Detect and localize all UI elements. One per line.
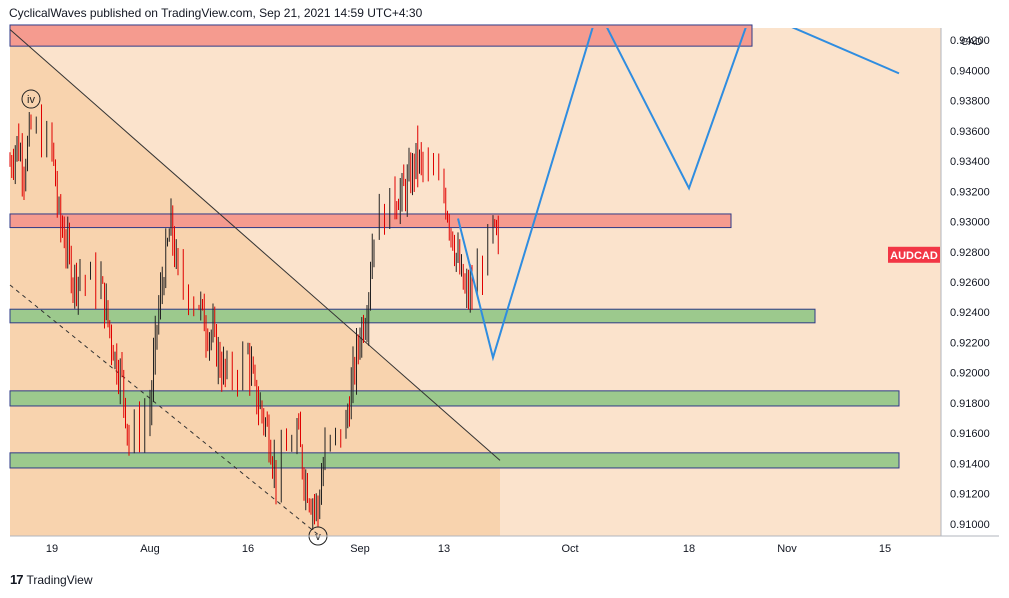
- time-tick-label: 18: [683, 543, 695, 555]
- shaded-channel-area: [10, 29, 500, 537]
- projection-path: [457, 28, 900, 362]
- solid-trendline: [9, 29, 501, 461]
- price-tick-label: 0.92600: [950, 277, 990, 289]
- time-tick-label: 16: [242, 543, 254, 555]
- price-tick-label: 0.92200: [950, 337, 990, 349]
- price-tick-label: 0.93000: [950, 217, 990, 229]
- price-tick-label: 0.93400: [950, 156, 990, 168]
- price-tick-label: 0.91800: [950, 398, 990, 410]
- price-tick-label: 0.93600: [950, 126, 990, 138]
- support-zone: [9, 390, 900, 407]
- time-tick-label: Aug: [140, 543, 160, 555]
- wave-label-circle: [21, 89, 41, 109]
- last-price-badge-label: AUDCAD: [890, 250, 938, 262]
- price-tick-label: 0.91200: [950, 489, 990, 501]
- wave-label: v: [315, 531, 321, 543]
- tradingview-logo-icon: 17: [10, 572, 24, 587]
- time-tick-label: Oct: [561, 543, 578, 555]
- price-tick-label: 0.91600: [950, 428, 990, 440]
- price-tick-label: 0.93800: [950, 96, 990, 108]
- time-tick-label: Sep: [350, 543, 370, 555]
- tradingview-footer: 17 TradingView: [10, 572, 93, 587]
- tradingview-brand: TradingView: [26, 572, 93, 587]
- dashed-trendline: [9, 284, 319, 535]
- time-axis: 19 Aug 16 Sep 13 Oct 18 Nov 15: [46, 543, 891, 555]
- shaded-channel: [10, 29, 500, 537]
- support-zone: [9, 452, 900, 469]
- price-zones: [9, 24, 900, 469]
- price-tick-label: 0.91000: [950, 519, 990, 531]
- price-tick-label: 0.92800: [950, 247, 990, 259]
- resistance-zone: [9, 24, 753, 47]
- price-candles: [9, 104, 499, 530]
- time-tick-label: 15: [879, 543, 891, 555]
- price-tick-label: 0.92000: [950, 368, 990, 380]
- support-zone: [9, 308, 816, 324]
- last-price-badge-box: [888, 246, 940, 263]
- last-price-badge[interactable]: AUDCAD: [888, 246, 940, 263]
- price-tick-label: 0.91400: [950, 458, 990, 470]
- price-tick-label: 0.92400: [950, 307, 990, 319]
- projection-line: [457, 28, 900, 362]
- price-axis-background: [941, 28, 999, 536]
- chart-attribution: CyclicalWaves published on TradingView.c…: [9, 6, 423, 20]
- price-axis: 0.94200 0.94000 0.93800 0.93600 0.93400 0.932…: [950, 35, 990, 531]
- time-tick-label: 13: [438, 543, 450, 555]
- currency-label: CAD: [961, 37, 982, 48]
- price-tick-label: 0.94200: [950, 35, 990, 47]
- time-tick-label: 19: [46, 543, 58, 555]
- price-tick-label: 0.93200: [950, 186, 990, 198]
- resistance-zone: [9, 213, 732, 229]
- wave-label: iv: [27, 94, 35, 106]
- price-tick-label: 0.94000: [950, 65, 990, 77]
- time-tick-label: Nov: [777, 543, 797, 555]
- trendlines: [9, 29, 501, 535]
